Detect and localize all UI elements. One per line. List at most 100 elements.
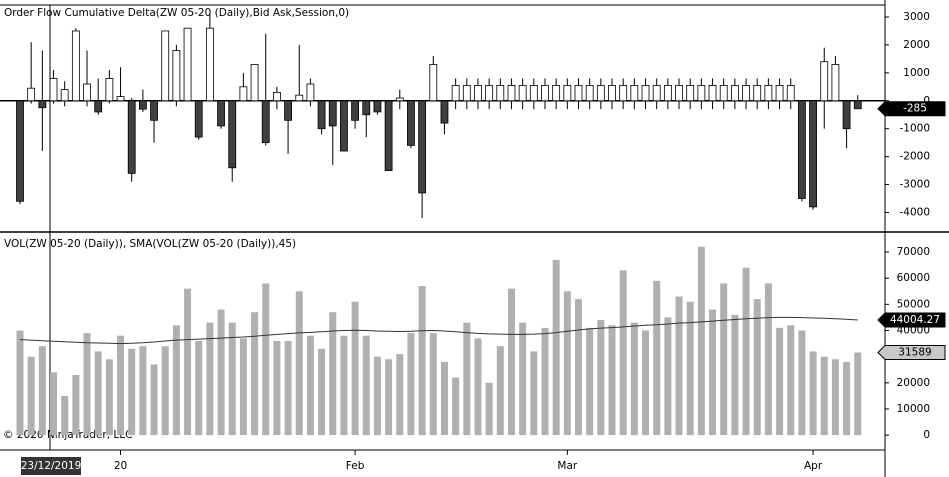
volume-bar	[72, 374, 80, 436]
y-tick-label: -1000	[899, 123, 930, 135]
y-tick-label: 3000	[903, 11, 930, 23]
candle-body	[127, 100, 136, 174]
candle-body	[183, 27, 192, 102]
panel-title: Order Flow Cumulative Delta(ZW 05-20 (Da…	[4, 7, 349, 19]
y-tick-label: 0	[923, 95, 930, 107]
candle-body	[217, 100, 225, 127]
candle-body	[60, 89, 69, 102]
value-marker	[877, 312, 946, 328]
volume-bar	[251, 312, 259, 436]
volume-bar	[295, 291, 303, 436]
volume-bar	[351, 301, 359, 436]
volume-bar	[731, 314, 739, 436]
candle-body	[652, 85, 661, 102]
volume-bar	[809, 351, 817, 436]
volume-bar	[396, 354, 404, 436]
volume-bar	[284, 340, 292, 436]
candle-body	[116, 96, 125, 102]
volume-bar	[474, 338, 482, 436]
candle-body	[83, 83, 91, 102]
candle-body	[429, 64, 438, 102]
candle-body	[485, 85, 494, 102]
candle-body	[38, 100, 47, 109]
candle-body	[250, 64, 259, 102]
x-tick-label: Mar	[557, 460, 577, 472]
candle-body	[474, 85, 482, 102]
candle-body	[686, 85, 695, 102]
y-tick-label: -4000	[899, 206, 930, 218]
candle-body	[440, 100, 449, 124]
volume-bar	[228, 322, 236, 436]
volume-bar	[485, 382, 493, 436]
volume-bar	[575, 299, 582, 436]
volume-bar	[139, 346, 147, 436]
candle-body	[295, 94, 304, 102]
volume-bar	[831, 359, 839, 436]
value-marker	[877, 344, 946, 360]
candle-body	[105, 78, 114, 102]
candle-body	[730, 85, 739, 102]
volume-bar	[362, 335, 370, 436]
volume-bar	[38, 346, 46, 436]
volume-bar	[150, 364, 158, 436]
candle-body	[138, 100, 147, 110]
candle-body	[641, 85, 650, 102]
candle-body	[161, 30, 170, 102]
volume-bar	[318, 348, 326, 436]
volume-bar	[27, 356, 35, 436]
cursor-label-box	[21, 457, 81, 475]
volume-bar	[697, 246, 705, 436]
volume-bar	[753, 299, 761, 436]
candle-body	[708, 85, 717, 102]
candle-body	[94, 100, 103, 113]
volume-bar	[184, 288, 192, 436]
candle-body	[619, 85, 628, 102]
candle-body	[697, 85, 706, 102]
candle-body	[831, 64, 840, 102]
volume-bar	[720, 283, 728, 436]
candle-body	[675, 85, 683, 102]
volume-bar	[787, 325, 795, 436]
candle-body	[373, 100, 382, 113]
volume-bar	[262, 283, 270, 436]
candle-body	[362, 100, 371, 116]
volume-bar	[664, 317, 672, 436]
candle-body	[395, 97, 404, 102]
volume-bar	[105, 359, 113, 436]
volume-bar	[854, 352, 862, 436]
volume-bar	[206, 322, 214, 436]
volume-bar	[217, 309, 225, 436]
candle-body	[71, 30, 80, 102]
candle-body	[608, 85, 616, 102]
volume-bar	[61, 395, 69, 436]
candle-body	[552, 85, 561, 102]
candle-body	[786, 85, 795, 102]
candle-body	[273, 91, 281, 102]
volume-bar	[675, 296, 683, 436]
candle-body	[49, 78, 58, 102]
candle-body	[205, 27, 214, 102]
volume-bar	[709, 309, 717, 436]
candle-body	[261, 100, 270, 144]
candle-body	[27, 87, 36, 102]
volume-bar	[161, 346, 169, 436]
volume-bar	[407, 333, 415, 436]
volume-bar	[686, 301, 694, 436]
x-tick-label: Feb	[346, 460, 365, 472]
volume-bar	[117, 335, 125, 436]
candle-body	[742, 85, 750, 102]
volume-bar	[239, 338, 247, 436]
candle-body	[172, 50, 181, 102]
candle-body	[842, 100, 851, 130]
volume-bar	[172, 325, 180, 436]
value-marker-label: 44004.27	[890, 314, 940, 326]
volume-bar	[597, 320, 605, 436]
candle-body	[418, 100, 427, 194]
volume-bar	[273, 340, 281, 436]
volume-bar	[463, 322, 471, 436]
candle-body	[507, 85, 516, 102]
volume-bar	[519, 322, 527, 436]
value-marker-label: -285	[903, 103, 927, 115]
value-marker-label: 31589	[898, 346, 931, 358]
